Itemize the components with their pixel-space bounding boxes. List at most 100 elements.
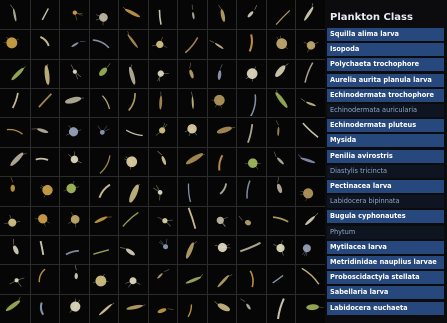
plankton-image-cell[interactable] (0, 88, 30, 117)
plankton-image-cell[interactable] (207, 176, 237, 205)
plankton-image-cell[interactable] (295, 264, 325, 293)
class-row[interactable]: Sabellaria larva (327, 286, 444, 300)
plankton-image-cell[interactable] (266, 147, 296, 176)
plankton-image-cell[interactable] (236, 147, 266, 176)
class-row[interactable]: Polychaeta trochophore (327, 58, 444, 72)
class-row[interactable]: Mytilacea larva (327, 240, 444, 254)
class-row[interactable]: Labidocera euchaeta (327, 301, 444, 315)
plankton-image-cell[interactable] (148, 117, 178, 146)
plankton-image-cell[interactable] (0, 147, 30, 176)
plankton-image-cell[interactable] (30, 117, 60, 146)
plankton-image-cell[interactable] (89, 264, 119, 293)
plankton-image-cell[interactable] (266, 294, 296, 323)
class-row[interactable]: Penilia avirostris (327, 149, 444, 163)
plankton-image-cell[interactable] (30, 147, 60, 176)
class-row[interactable]: Metridinidae nauplius larvae (327, 256, 444, 269)
plankton-image-cell[interactable] (207, 264, 237, 293)
plankton-image-cell[interactable] (266, 176, 296, 205)
plankton-image-cell[interactable] (118, 147, 148, 176)
plankton-image-cell[interactable] (118, 235, 148, 264)
plankton-image-cell[interactable] (177, 147, 207, 176)
plankton-image-cell[interactable] (236, 29, 266, 58)
plankton-image-cell[interactable] (89, 117, 119, 146)
plankton-image-cell[interactable] (207, 59, 237, 88)
plankton-image-cell[interactable] (30, 264, 60, 293)
plankton-image-cell[interactable] (148, 29, 178, 58)
plankton-image-cell[interactable] (177, 235, 207, 264)
plankton-image-cell[interactable] (207, 29, 237, 58)
plankton-image-cell[interactable] (59, 206, 89, 235)
plankton-image-cell[interactable] (295, 117, 325, 146)
plankton-image-cell[interactable] (236, 88, 266, 117)
plankton-image-cell[interactable] (236, 176, 266, 205)
class-row[interactable]: Echinodermata trochophore (327, 88, 444, 102)
plankton-image-cell[interactable] (148, 88, 178, 117)
plankton-image-cell[interactable] (59, 264, 89, 293)
plankton-image-cell[interactable] (0, 117, 30, 146)
plankton-image-cell[interactable] (148, 0, 178, 29)
plankton-image-cell[interactable] (118, 29, 148, 58)
plankton-image-cell[interactable] (30, 294, 60, 323)
plankton-image-cell[interactable] (295, 29, 325, 58)
plankton-image-cell[interactable] (266, 206, 296, 235)
plankton-image-cell[interactable] (59, 147, 89, 176)
plankton-image-cell[interactable] (236, 235, 266, 264)
plankton-image-cell[interactable] (295, 0, 325, 29)
plankton-image-cell[interactable] (148, 235, 178, 264)
plankton-image-cell[interactable] (207, 294, 237, 323)
plankton-image-cell[interactable] (30, 59, 60, 88)
plankton-image-cell[interactable] (89, 235, 119, 264)
plankton-image-cell[interactable] (236, 117, 266, 146)
plankton-image-cell[interactable] (0, 176, 30, 205)
plankton-image-cell[interactable] (89, 88, 119, 117)
plankton-image-cell[interactable] (266, 59, 296, 88)
plankton-image-cell[interactable] (118, 294, 148, 323)
plankton-image-cell[interactable] (89, 0, 119, 29)
plankton-image-cell[interactable] (236, 294, 266, 323)
plankton-image-cell[interactable] (118, 176, 148, 205)
plankton-image-cell[interactable] (236, 264, 266, 293)
class-row[interactable]: Squilla alima larva (327, 28, 444, 41)
plankton-image-cell[interactable] (295, 294, 325, 323)
class-row[interactable]: Mysida (327, 134, 444, 148)
plankton-image-cell[interactable] (148, 264, 178, 293)
plankton-image-cell[interactable] (236, 0, 266, 29)
plankton-image-cell[interactable] (148, 59, 178, 88)
class-row[interactable]: Isopoda (327, 43, 444, 57)
plankton-image-cell[interactable] (148, 147, 178, 176)
plankton-image-cell[interactable] (295, 206, 325, 235)
plankton-image-cell[interactable] (266, 235, 296, 264)
plankton-image-cell[interactable] (118, 59, 148, 88)
plankton-image-cell[interactable] (118, 206, 148, 235)
class-row[interactable]: Pectinacea larva (327, 180, 444, 193)
plankton-image-cell[interactable] (59, 88, 89, 117)
plankton-image-cell[interactable] (266, 29, 296, 58)
plankton-image-cell[interactable] (30, 88, 60, 117)
plankton-image-cell[interactable] (207, 0, 237, 29)
plankton-image-cell[interactable] (118, 88, 148, 117)
plankton-image-cell[interactable] (177, 294, 207, 323)
plankton-image-cell[interactable] (207, 206, 237, 235)
plankton-image-cell[interactable] (118, 264, 148, 293)
plankton-image-cell[interactable] (0, 206, 30, 235)
plankton-image-cell[interactable] (0, 59, 30, 88)
plankton-image-cell[interactable] (177, 176, 207, 205)
plankton-image-cell[interactable] (177, 206, 207, 235)
class-row[interactable]: Diastylis tricincta (327, 164, 444, 178)
plankton-image-cell[interactable] (207, 147, 237, 176)
class-row[interactable]: Proboscidactyla stellata (327, 271, 444, 285)
plankton-image-cell[interactable] (177, 29, 207, 58)
class-row[interactable]: Phytum (327, 225, 444, 239)
plankton-image-cell[interactable] (118, 117, 148, 146)
plankton-image-cell[interactable] (177, 88, 207, 117)
plankton-image-cell[interactable] (59, 117, 89, 146)
plankton-image-cell[interactable] (59, 29, 89, 58)
plankton-image-cell[interactable] (148, 294, 178, 323)
plankton-image-cell[interactable] (89, 147, 119, 176)
class-row[interactable]: Echinodermata pluteus (327, 119, 444, 133)
class-row[interactable]: Bugula cyphonautes (327, 210, 444, 224)
plankton-image-cell[interactable] (266, 88, 296, 117)
plankton-image-cell[interactable] (59, 294, 89, 323)
plankton-image-cell[interactable] (89, 176, 119, 205)
plankton-image-cell[interactable] (295, 176, 325, 205)
